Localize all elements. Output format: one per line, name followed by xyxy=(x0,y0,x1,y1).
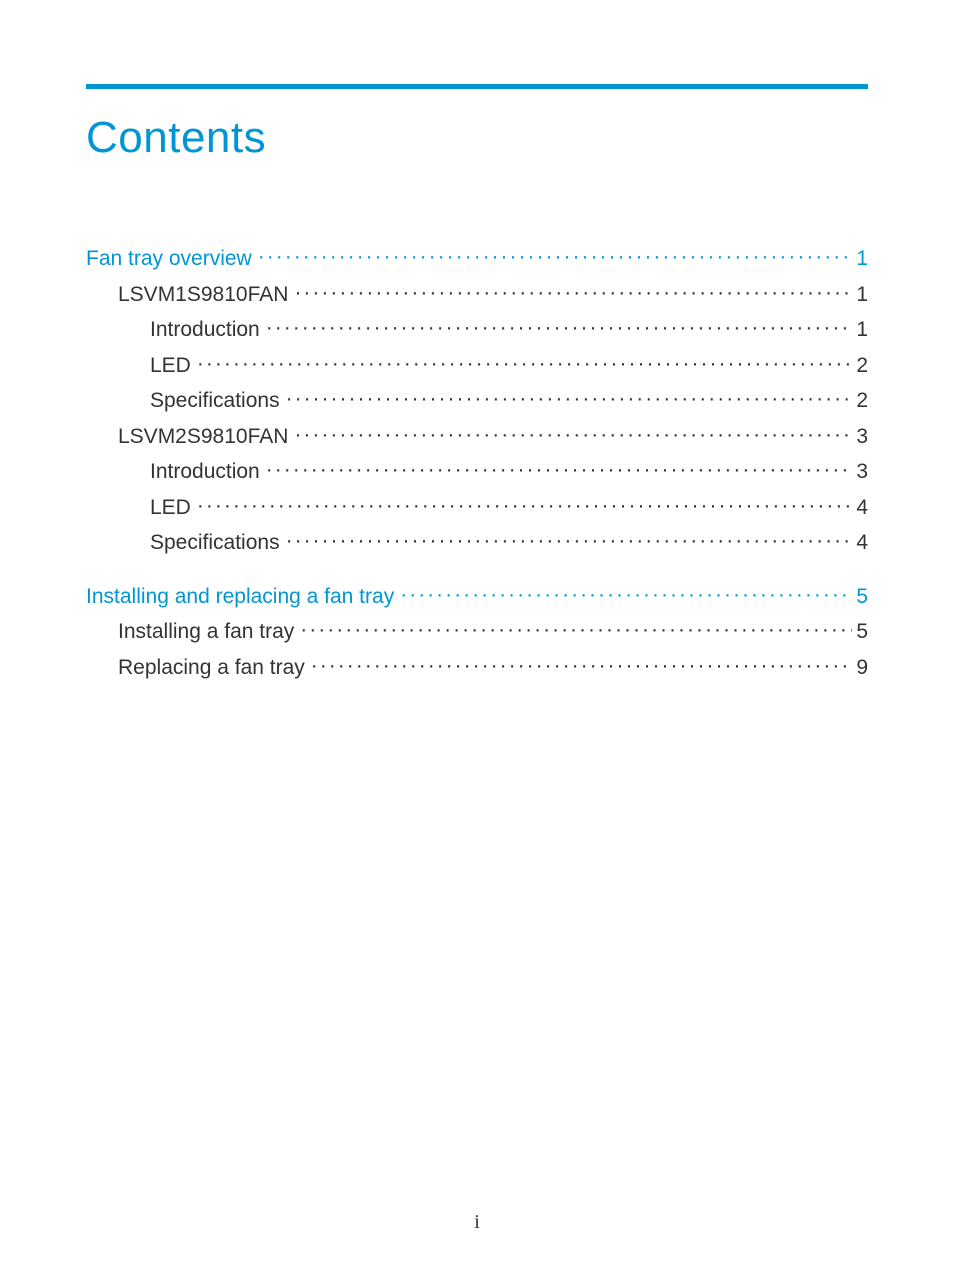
toc-entry[interactable]: LED·····································… xyxy=(150,492,868,524)
toc-entry[interactable]: Fan tray overview·······················… xyxy=(86,243,868,275)
toc-entry-page: 1 xyxy=(852,243,868,275)
toc-leader-dots: ········································… xyxy=(294,419,852,451)
toc-entry-label: Installing and replacing a fan tray xyxy=(86,581,400,613)
toc-entry-label: Installing a fan tray xyxy=(118,616,300,648)
toc-entry-page: 3 xyxy=(852,421,868,453)
toc-leader-dots: ········································… xyxy=(294,277,852,309)
toc-leader-dots: ········································… xyxy=(266,312,853,344)
toc-entry-label: Introduction xyxy=(150,314,266,346)
toc-leader-dots: ········································… xyxy=(286,525,853,557)
toc-entry[interactable]: LED·····································… xyxy=(150,350,868,382)
toc-leader-dots: ········································… xyxy=(286,383,853,415)
toc-leader-dots: ········································… xyxy=(258,241,853,273)
toc-entry[interactable]: Installing a fan tray···················… xyxy=(118,616,868,648)
toc-entry-page: 9 xyxy=(852,652,868,684)
toc-leader-dots: ········································… xyxy=(266,454,853,486)
toc-entry[interactable]: Installing and replacing a fan tray·····… xyxy=(86,581,868,613)
toc-leader-dots: ········································… xyxy=(400,579,852,611)
toc-entry-label: LED xyxy=(150,350,197,382)
accent-rule xyxy=(86,84,868,89)
toc-leader-dots: ········································… xyxy=(197,490,852,522)
page-number: i xyxy=(0,1211,954,1234)
toc-entry[interactable]: LSVM2S9810FAN···························… xyxy=(118,421,868,453)
toc-entry[interactable]: Specifications··························… xyxy=(150,385,868,417)
toc-entry[interactable]: Replacing a fan tray····················… xyxy=(118,652,868,684)
toc-leader-dots: ········································… xyxy=(311,650,853,682)
toc-entry[interactable]: Introduction····························… xyxy=(150,456,868,488)
toc-entry-page: 5 xyxy=(852,616,868,648)
toc-entry-page: 4 xyxy=(852,527,868,559)
toc-entry-label: Introduction xyxy=(150,456,266,488)
toc-leader-dots: ········································… xyxy=(300,614,852,646)
toc-entry[interactable]: Specifications··························… xyxy=(150,527,868,559)
toc-entry[interactable]: LSVM1S9810FAN···························… xyxy=(118,279,868,311)
toc-entry-page: 1 xyxy=(852,279,868,311)
page-title: Contents xyxy=(86,113,868,163)
toc-entry-label: LSVM1S9810FAN xyxy=(118,279,294,311)
table-of-contents: Fan tray overview·······················… xyxy=(86,243,868,683)
toc-entry-label: Replacing a fan tray xyxy=(118,652,311,684)
toc-entry-label: LED xyxy=(150,492,197,524)
toc-entry[interactable]: Introduction····························… xyxy=(150,314,868,346)
toc-leader-dots: ········································… xyxy=(197,348,852,380)
toc-entry-label: Fan tray overview xyxy=(86,243,258,275)
toc-entry-page: 2 xyxy=(852,385,868,417)
toc-entry-page: 3 xyxy=(852,456,868,488)
toc-entry-page: 2 xyxy=(852,350,868,382)
toc-entry-label: Specifications xyxy=(150,527,286,559)
toc-entry-page: 5 xyxy=(852,581,868,613)
toc-entry-label: LSVM2S9810FAN xyxy=(118,421,294,453)
document-page: Contents Fan tray overview··············… xyxy=(0,0,954,1272)
toc-entry-page: 4 xyxy=(852,492,868,524)
toc-entry-label: Specifications xyxy=(150,385,286,417)
toc-entry-page: 1 xyxy=(852,314,868,346)
